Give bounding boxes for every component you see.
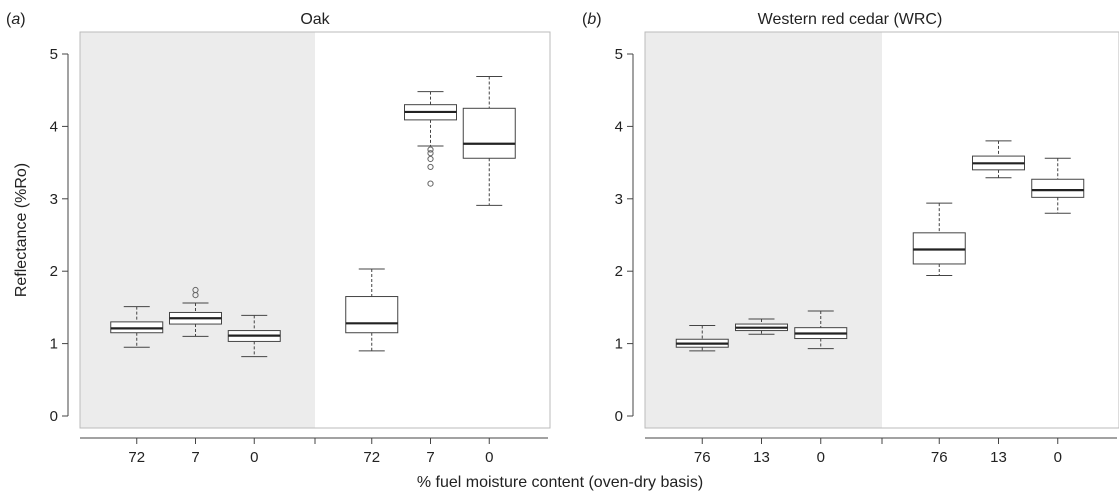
panel-a: 0 1 2 3 4 5 Reflectance (%Ro) Oak (a) 72 7 0 72 7 0 xyxy=(6,11,551,466)
x-tick-label: 13 xyxy=(753,449,770,466)
plot-frame xyxy=(644,31,1119,429)
box-0 xyxy=(227,314,281,358)
outlier-point xyxy=(427,150,434,157)
x-tick-label: 76 xyxy=(694,449,711,466)
x-tick-label: 7 xyxy=(426,449,434,466)
y-tick-label: 3 xyxy=(615,191,623,208)
x-tick-label: 0 xyxy=(1054,449,1062,466)
box-7 xyxy=(404,91,457,187)
box-7 xyxy=(169,286,222,337)
shaded-region xyxy=(645,32,882,428)
outlier-point xyxy=(427,155,434,163)
box-iqr xyxy=(345,296,399,334)
x-tick-label: 72 xyxy=(363,449,380,466)
box-13 xyxy=(735,318,788,335)
y-tick-label: 1 xyxy=(50,336,58,353)
y-axis-title: Reflectance (%Ro) xyxy=(13,163,30,297)
y-tick-label: 0 xyxy=(50,408,58,425)
box-76 xyxy=(675,325,729,352)
box-72 xyxy=(345,268,399,352)
box-iqr xyxy=(462,107,516,159)
x-tick-label: 76 xyxy=(931,449,948,466)
y-tick-label: 3 xyxy=(50,191,58,208)
panel-b: 0 1 2 3 4 5 Western red cedar (WRC) (b) 76 13 0 76 1… xyxy=(582,11,1119,466)
y-tick-label: 1 xyxy=(615,336,623,353)
x-tick-label: 0 xyxy=(817,449,825,466)
y-tick-label: 2 xyxy=(615,263,623,280)
panel-letter: (b) xyxy=(582,11,602,28)
outlier-point xyxy=(427,180,434,187)
box-iqr xyxy=(1031,178,1085,198)
outlier-point xyxy=(427,146,434,153)
panel-title: Western red cedar (WRC) xyxy=(758,11,943,28)
x-tick-label: 0 xyxy=(250,449,258,466)
panel-letter: (a) xyxy=(6,11,26,28)
outlier-point xyxy=(192,286,199,294)
x-tick-label: 72 xyxy=(128,449,145,466)
outlier-point xyxy=(427,163,434,171)
y-tick-label: 2 xyxy=(50,263,58,280)
box-13 xyxy=(972,140,1025,179)
shaded-region xyxy=(80,32,315,428)
y-tick-label: 0 xyxy=(615,408,623,425)
y-tick-label: 5 xyxy=(615,46,623,63)
panel-title: Oak xyxy=(300,11,330,28)
y-tick-label: 4 xyxy=(615,118,623,135)
box-0 xyxy=(1031,157,1085,214)
box-76 xyxy=(912,202,966,277)
plot-frame xyxy=(79,31,551,429)
y-tick-label: 4 xyxy=(50,118,58,135)
x-tick-label: 0 xyxy=(485,449,493,466)
x-axis-title: % fuel moisture content (oven-dry basis) xyxy=(417,474,703,491)
box-0 xyxy=(794,310,848,350)
x-tick-label: 7 xyxy=(191,449,199,466)
x-tick-label: 13 xyxy=(990,449,1007,466)
box-0 xyxy=(462,75,516,206)
box-72 xyxy=(110,306,164,348)
y-tick-label: 5 xyxy=(50,46,58,63)
